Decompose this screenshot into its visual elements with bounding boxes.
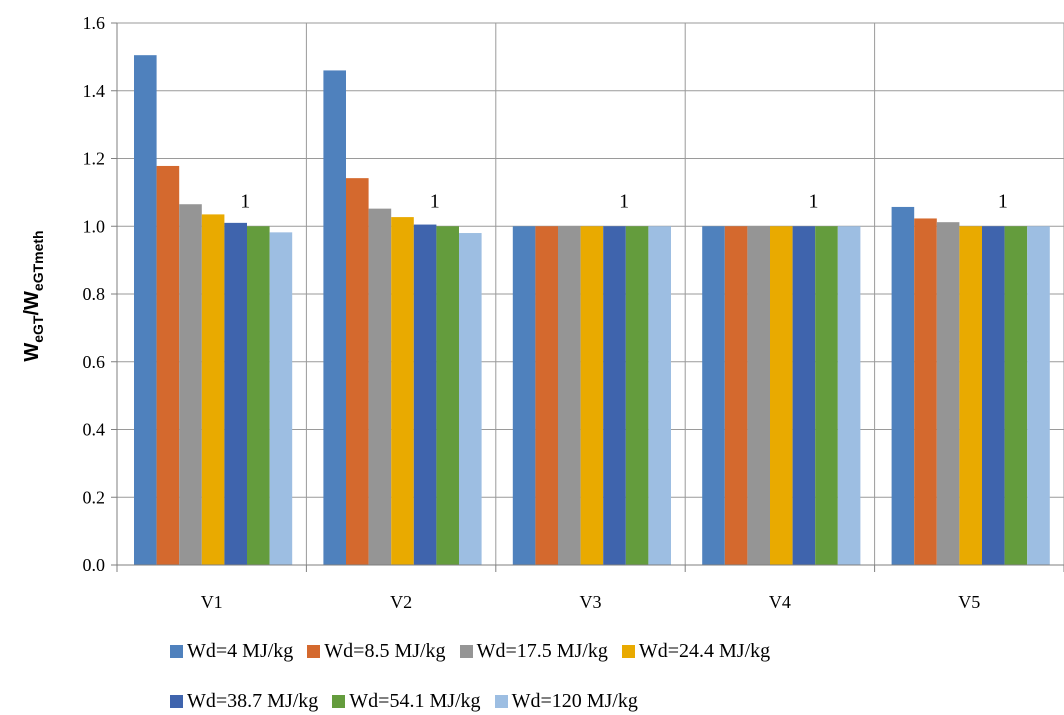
legend-label: Wd=54.1 MJ/kg: [349, 690, 481, 712]
bar: [368, 208, 392, 565]
legend-swatch: [307, 645, 321, 658]
data-label: 1: [240, 190, 250, 212]
bar: [580, 226, 604, 565]
bars: [134, 55, 1050, 566]
x-tick-label: V4: [769, 592, 791, 612]
legend-swatch: [459, 645, 473, 658]
bar: [436, 226, 459, 565]
bar: [346, 178, 369, 565]
bar: [512, 226, 536, 565]
legend-item: Wd=54.1 MJ/kg: [332, 690, 481, 713]
bar: [792, 226, 816, 565]
legend-swatch: [621, 645, 635, 658]
bar: [156, 165, 180, 565]
bar: [815, 226, 838, 565]
bar: [702, 226, 725, 565]
bar: [224, 222, 247, 566]
bar: [459, 233, 482, 565]
legend-swatch: [494, 695, 508, 708]
bar: [648, 226, 671, 565]
bar: [413, 224, 437, 565]
legend-label: Wd=8.5 MJ/kg: [324, 640, 446, 662]
legend-swatch: [170, 695, 183, 708]
bar: [247, 226, 270, 565]
legend-label: Wd=120 MJ/kg: [511, 690, 638, 712]
bar: [134, 55, 157, 566]
bar: [603, 226, 626, 565]
bar: [535, 226, 558, 565]
legend-row: Wd=4 MJ/kg Wd=8.5 MJ/kg Wd=17.5 MJ/kg Wd=24…: [170, 640, 784, 663]
x-tick-label: V1: [201, 592, 223, 612]
y-tick-label: 1.2: [83, 149, 106, 169]
legend-label: Wd=4 MJ/kg: [187, 640, 294, 662]
x-tick-label: V5: [958, 592, 980, 612]
legend-swatch: [170, 645, 183, 658]
bar: [558, 226, 581, 565]
legend-swatch: [332, 695, 346, 708]
y-tick-label: 0.8: [83, 284, 106, 304]
bar: [323, 70, 346, 566]
y-tick-label: 0.2: [83, 487, 106, 507]
y-tick-labels: 0.0 0.2 0.4 0.6 0.8 1.0 1.2 1.4 1.6: [83, 13, 106, 575]
legend-item: Wd=38.7 MJ/kg: [170, 690, 318, 713]
bar: [625, 226, 649, 565]
bar: [770, 226, 793, 565]
bar: [747, 226, 770, 565]
bar: [959, 226, 982, 565]
x-tick-label: V3: [580, 592, 602, 612]
bar: [936, 222, 960, 565]
legend-item: Wd=120 MJ/kg: [494, 690, 638, 713]
bar: [724, 226, 748, 565]
y-axis-label: WeGT/WeGTmeth: [21, 230, 46, 361]
legend-item: Wd=4 MJ/kg: [170, 640, 293, 663]
bar: [179, 204, 202, 565]
x-tick-labels: V1 V2 V3 V4 V5: [201, 592, 981, 612]
bar: [837, 226, 861, 565]
legend-label: Wd=38.7 MJ/kg: [187, 690, 319, 712]
bar: [1027, 226, 1050, 565]
bar: [914, 218, 937, 566]
legend-item: Wd=24.4 MJ/kg: [621, 640, 771, 663]
bar: [982, 226, 1005, 565]
y-tick-label: 1.4: [83, 81, 106, 101]
y-tick-label: 0.4: [83, 420, 106, 440]
bar: [269, 232, 293, 565]
bar: [1004, 226, 1028, 565]
axes: [111, 22, 1064, 572]
data-label: 1: [619, 190, 629, 212]
legend-item: Wd=8.5 MJ/kg: [307, 640, 446, 663]
legend-label: Wd=17.5 MJ/kg: [476, 640, 608, 662]
bar: [201, 214, 225, 566]
bar: [391, 217, 414, 565]
y-tick-label: 1.6: [83, 13, 106, 33]
data-label: 1: [998, 190, 1008, 212]
y-tick-label: 0.0: [83, 555, 106, 575]
legend-row: Wd=38.7 MJ/kg Wd=54.1 MJ/kg Wd=120 MJ/kg: [170, 690, 652, 713]
bar: [891, 206, 915, 565]
y-tick-label: 1.0: [83, 216, 106, 236]
data-label: 1: [809, 190, 819, 212]
y-tick-label: 0.6: [83, 352, 106, 372]
legend-item: Wd=17.5 MJ/kg: [459, 640, 608, 663]
data-label: 1: [430, 190, 440, 212]
legend-label: Wd=24.4 MJ/kg: [638, 640, 771, 662]
data-labels: 1 1 1 1 1: [240, 190, 1008, 212]
x-tick-label: V2: [390, 592, 412, 612]
